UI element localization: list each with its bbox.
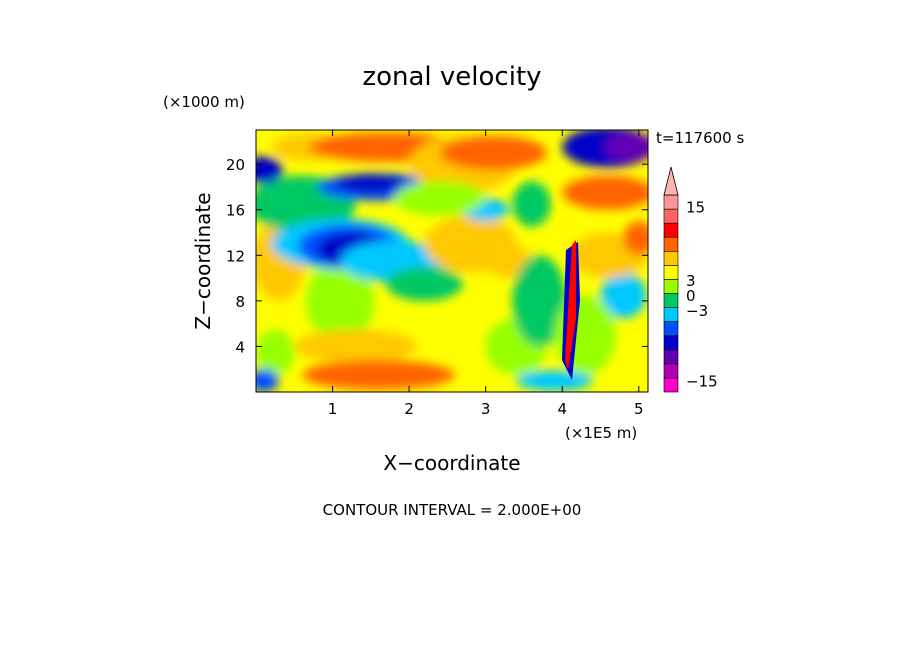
colorbar-swatch [663,363,679,379]
contour-region [600,272,647,318]
contour-region [393,181,486,216]
colorbar: 15 30−3 −15 [663,166,718,393]
contour-region [305,261,375,341]
x-tick-label: 4 [557,400,567,418]
colorbar-swatch [663,222,679,238]
colorbar-swatch [663,265,679,280]
contour-region [336,174,406,193]
front-red [565,240,576,370]
time-label: t=117600 s [656,129,744,147]
y-unit-label: (×1000 m) [163,93,245,111]
contour-region [623,221,648,256]
contour-region [386,266,463,301]
colorbar-swatch [663,377,679,393]
colorbar-swatch [663,321,679,337]
y-axis-label: Z−coordinate [191,192,215,329]
colorbar-swatch [663,307,679,322]
y-axis: 4 8 12 16 20 [226,156,648,356]
x-tick-label: 5 [634,400,644,418]
contour-region [439,135,547,170]
colorbar-swatch [663,250,679,266]
contour-region [512,255,567,347]
colorbar-swatch [663,335,679,351]
x-tick-label: 1 [328,400,338,418]
x-tick-label: 2 [404,400,414,418]
colorbar-swatch [663,208,679,224]
heatmap-field [256,130,648,392]
y-tick-label: 8 [235,293,245,311]
contour-region [512,181,551,227]
contour-region [562,175,648,210]
x-unit-label: (×1E5 m) [565,424,637,442]
colorbar-swatch [663,293,679,308]
contour-interval: CONTOUR INTERVAL = 2.000E+00 [323,501,582,519]
y-tick-label: 12 [226,247,245,265]
contour-region [301,360,456,390]
contour-region [256,156,283,184]
y-tick-label: 16 [226,202,245,220]
contour-region [256,329,295,375]
y-tick-label: 20 [226,156,245,174]
colorbar-swatch [663,279,679,294]
x-tick-label: 3 [481,400,491,418]
x-axis-label: X−coordinate [383,451,520,475]
colorbar-label: 15 [686,199,705,217]
contour-region [294,329,417,364]
colorbar-label: −3 [686,302,708,320]
x-axis: 1 2 3 4 5 [328,130,644,418]
contour-region [516,370,593,391]
colorbar-label: 3 [686,272,696,290]
colorbar-swatch [663,349,679,365]
colorbar-arrow [663,166,679,196]
colorbar-swatch [663,236,679,252]
contour-region [604,133,648,161]
colorbar-label: −15 [686,372,718,390]
colorbar-label: 0 [686,287,696,305]
plot-frame [255,129,649,393]
colorbar-swatch [663,194,679,210]
contour-region [256,369,279,392]
y-tick-label: 4 [235,338,245,356]
chart-title: zonal velocity [362,62,541,92]
